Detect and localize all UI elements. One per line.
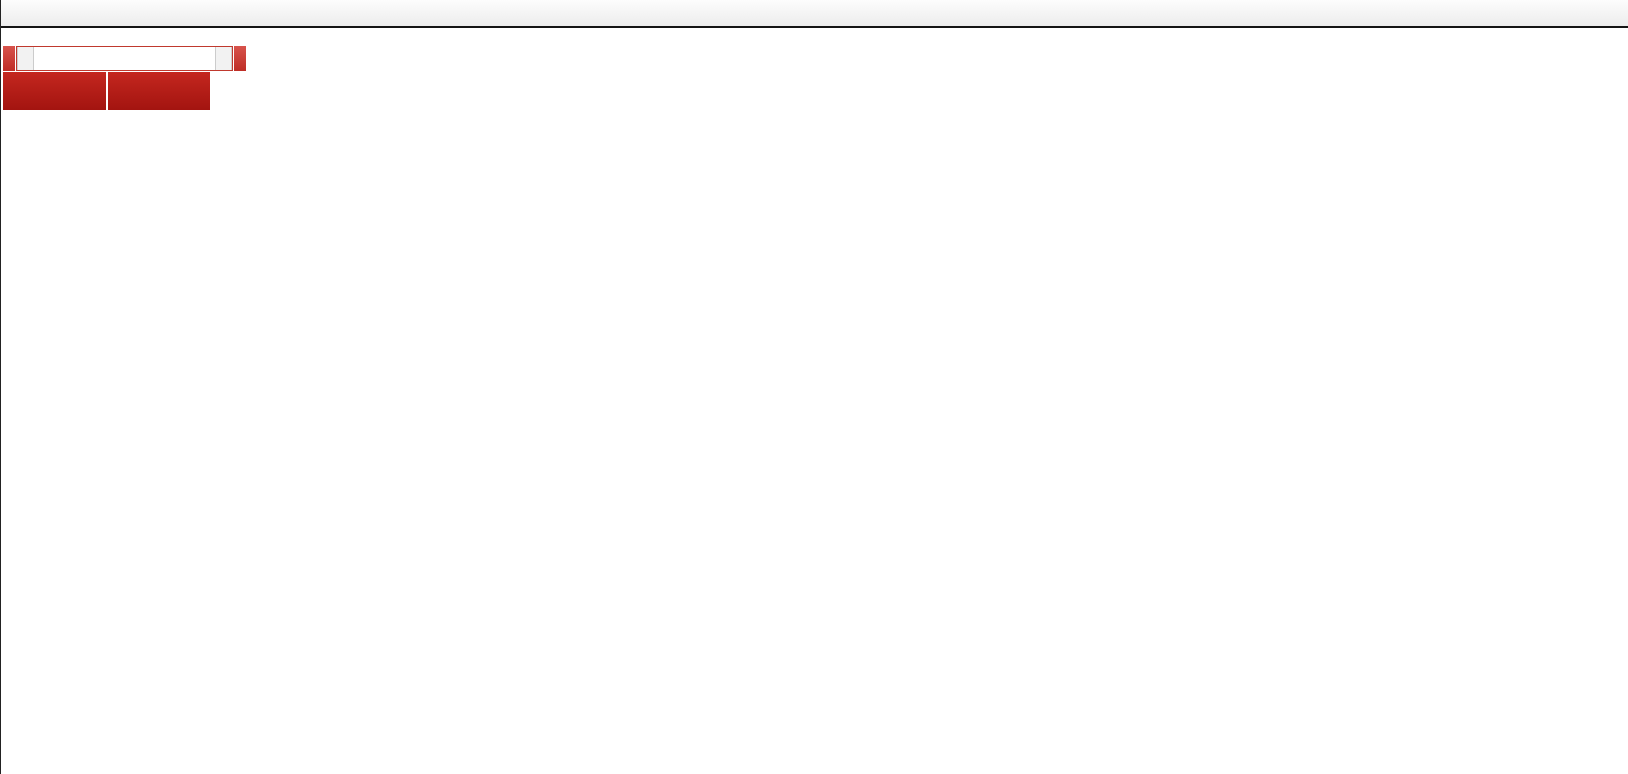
buy-button[interactable] (234, 46, 246, 71)
volume-input[interactable] (34, 47, 215, 70)
one-click-trading-panel (3, 46, 246, 110)
sell-button[interactable] (3, 46, 15, 71)
sell-price[interactable] (3, 72, 106, 110)
volume-decrease-button[interactable] (17, 47, 34, 70)
volume-stepper (16, 46, 233, 71)
toolbar (1, 0, 1628, 28)
volume-increase-button[interactable] (215, 47, 232, 70)
buy-price[interactable] (107, 72, 210, 110)
